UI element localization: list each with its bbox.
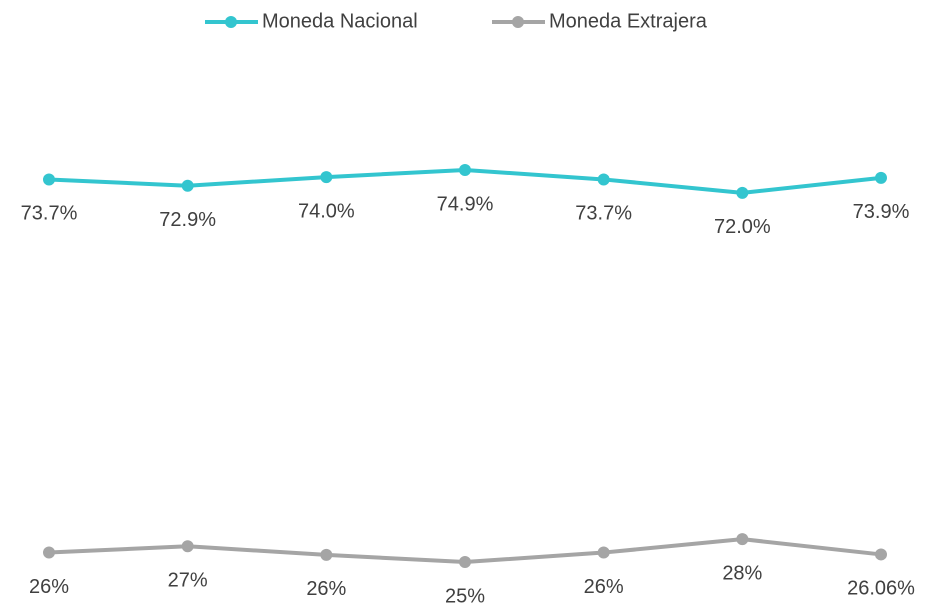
data-point: [320, 171, 333, 184]
data-label: 26.06%: [847, 578, 915, 600]
data-point: [597, 173, 610, 186]
data-point: [320, 548, 333, 561]
data-label: 72.0%: [714, 216, 771, 238]
data-label: 26%: [584, 576, 624, 598]
legend-label: Moneda Extrajera: [549, 10, 708, 32]
data-label: 74.9%: [437, 193, 494, 215]
data-point: [459, 164, 471, 176]
data-point: [736, 186, 749, 199]
data-label: 73.9%: [853, 201, 910, 223]
data-label: 28%: [722, 562, 762, 584]
data-point: [181, 179, 194, 192]
data-point: [43, 546, 55, 559]
data-label: 73.7%: [21, 203, 78, 225]
data-point: [181, 540, 194, 553]
legend-marker: [225, 16, 237, 28]
data-label: 74.0%: [298, 200, 355, 222]
data-label: 26%: [29, 576, 69, 598]
legend-label: Moneda Nacional: [262, 10, 418, 32]
data-point: [597, 546, 610, 559]
data-point: [459, 556, 471, 568]
data-label: 27%: [168, 570, 208, 592]
data-point: [875, 171, 887, 184]
legend-marker: [512, 16, 524, 28]
data-point: [736, 533, 749, 546]
data-point: [875, 548, 887, 561]
data-point: [43, 173, 55, 186]
data-label: 72.9%: [159, 209, 216, 231]
data-label: 26%: [306, 578, 346, 600]
data-label: 73.7%: [575, 203, 632, 225]
data-label: 25%: [445, 585, 485, 603]
